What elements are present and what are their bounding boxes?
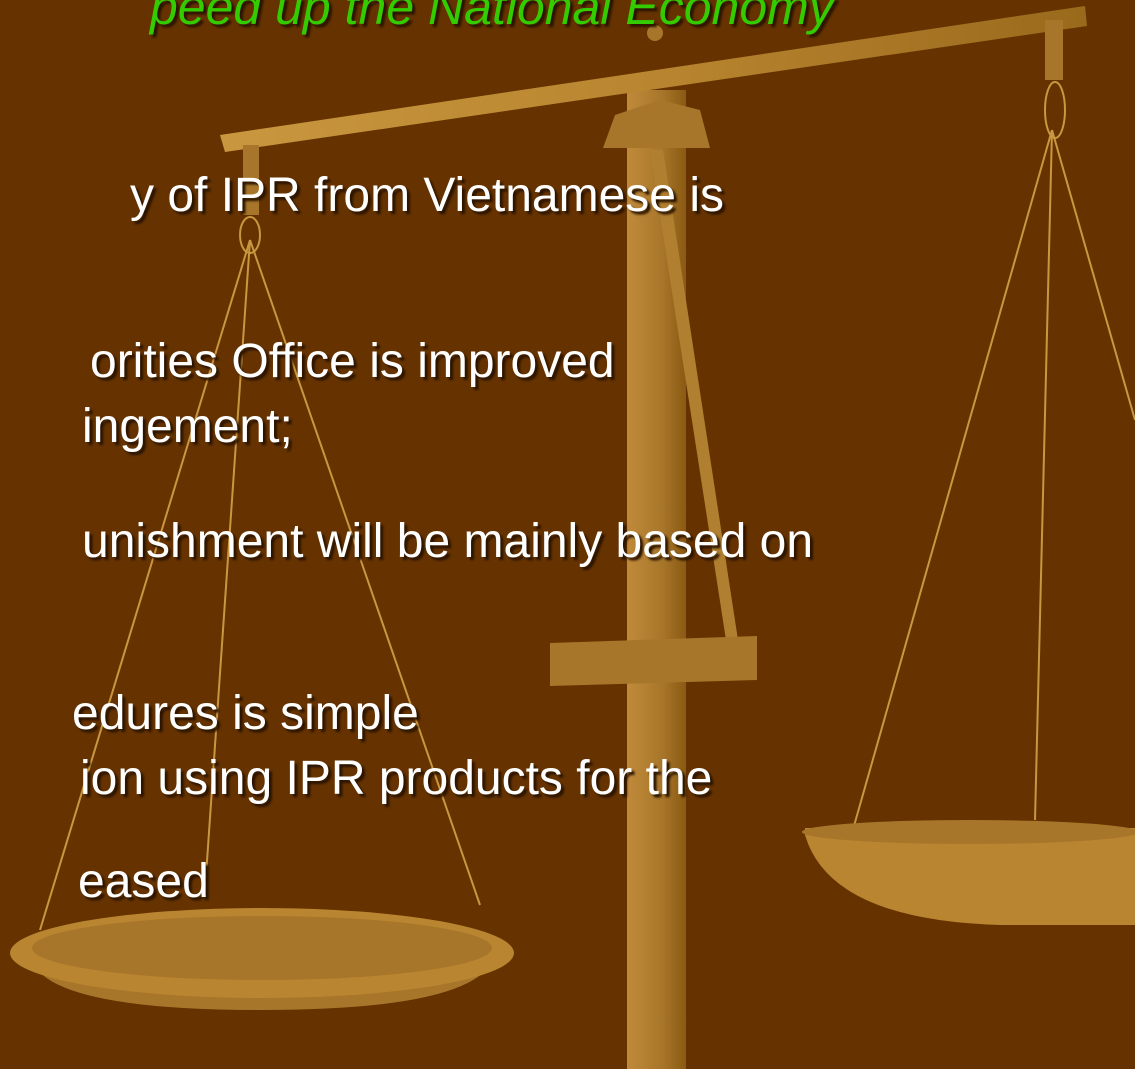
bullet-text: ion using IPR products for the bbox=[80, 752, 713, 805]
slide-title: peed up the National Economy bbox=[150, 0, 834, 35]
bullet-text: y of IPR from Vietnamese is bbox=[130, 169, 724, 222]
bullet-text: orities Office is improved bbox=[90, 335, 615, 388]
bullet-text: edures is simple bbox=[72, 687, 419, 740]
bullet-text: ingement; bbox=[82, 400, 293, 453]
bullet-text: unishment will be mainly based on bbox=[82, 515, 814, 568]
bullet-text: eased bbox=[78, 855, 209, 908]
